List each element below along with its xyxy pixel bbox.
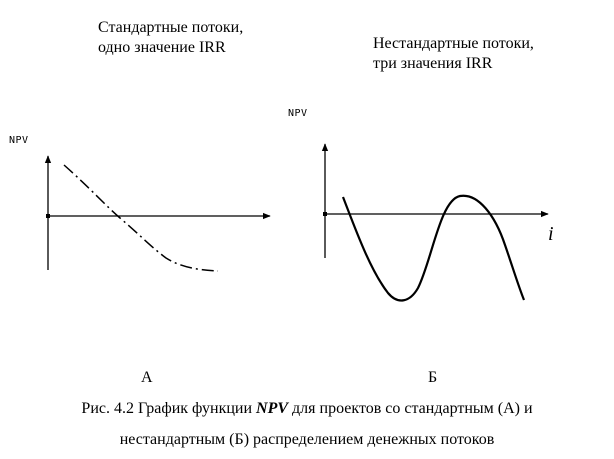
panel-a-origin-tick [46, 214, 50, 218]
caption-npv-term: NPV [256, 400, 289, 417]
panel-a-axes [44, 155, 271, 270]
caption-suffix: для проектов со стандартным (А) и [288, 400, 533, 417]
panel-b-axes [321, 143, 549, 258]
panel-a-npv-curve [63, 164, 219, 272]
panel-b-title-line2: три значения IRR [373, 55, 493, 72]
panel-b-title: Нестандартные потоки, три значения IRR [373, 34, 534, 74]
panel-b-x-axis-label: i [548, 223, 554, 245]
panel-a-title-line1: Стандартные потоки, [98, 19, 244, 36]
figure-caption-line1: Рис. 4.2 График функции NPV для проектов… [0, 401, 614, 417]
panel-b-origin-tick [323, 212, 327, 216]
panel-a-y-axis-label: NPV [9, 135, 29, 146]
panel-b-title-line1: Нестандартные потоки, [373, 35, 534, 52]
panel-b-letter: Б [428, 369, 438, 386]
panel-a-title: Стандартные потоки, одно значение IRR [98, 18, 243, 58]
panel-a-letter: А [141, 369, 153, 386]
panel-a-title-line2: одно значение IRR [98, 39, 226, 56]
panel-b-y-axis-label: NPV [288, 108, 308, 119]
figure-caption-line2: нестандартным (Б) распределением денежны… [119, 431, 495, 448]
caption-prefix: Рис. 4.2 График функции [81, 400, 257, 417]
panel-b-npv-curve [341, 194, 526, 302]
